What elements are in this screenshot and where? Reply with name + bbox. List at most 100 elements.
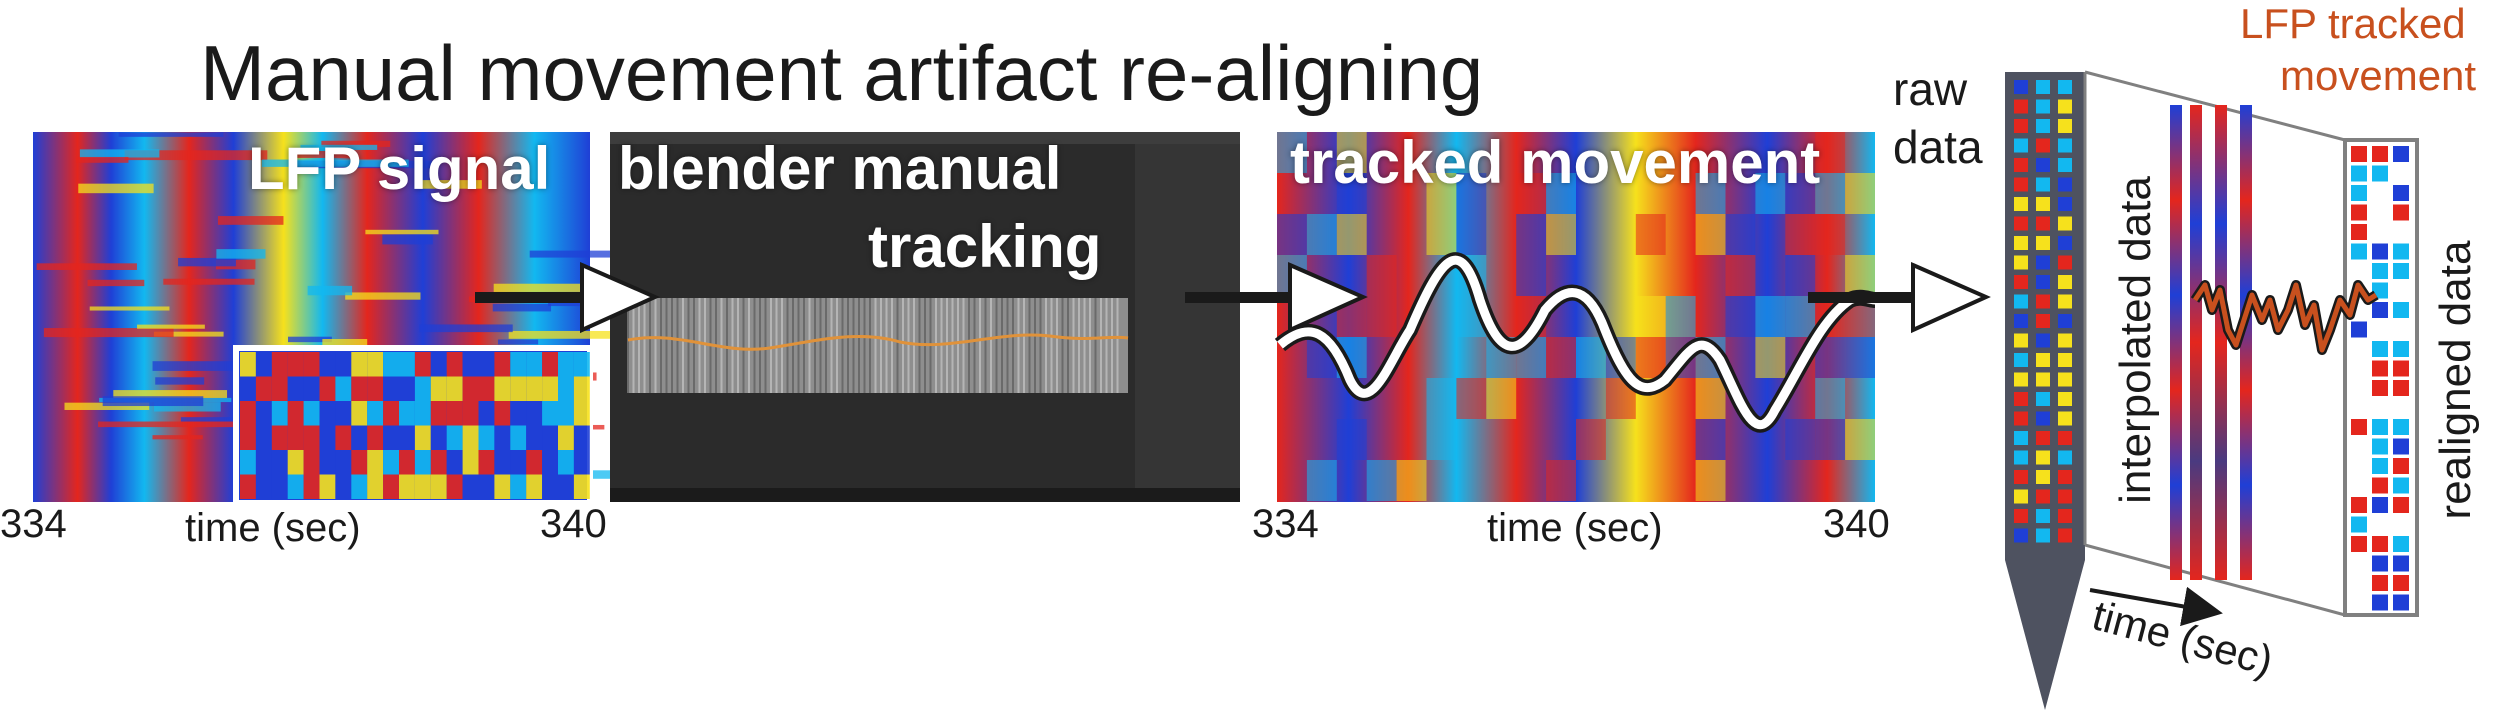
lfp-inset-cell — [478, 450, 495, 475]
lfp-inset-cell — [414, 425, 431, 450]
tracked-cell — [1426, 173, 1457, 214]
lfp-inset-cell — [367, 425, 384, 450]
lfp-inset-cell — [526, 474, 543, 499]
lfp-stripe — [102, 396, 204, 407]
interp-column-2 — [2190, 105, 2202, 580]
lfp-inset-cell — [383, 425, 399, 450]
raw-data-cell — [2036, 489, 2050, 504]
tracked-cell — [1426, 378, 1457, 419]
raw-data-cell — [2058, 333, 2072, 348]
tracked-cell — [1785, 214, 1816, 255]
realigned-data-cell — [2351, 146, 2367, 162]
realigned-data-cell — [2372, 419, 2388, 435]
raw-data-cell — [2058, 177, 2072, 192]
tracked-cell — [1725, 214, 1756, 255]
lfp-inset-cell — [446, 474, 463, 499]
lfp-inset-cell — [430, 450, 447, 475]
realigned-data-cell — [2351, 497, 2367, 513]
lfp-stripe — [321, 140, 391, 147]
tracked-cell — [1546, 173, 1576, 214]
lfp-inset-cell — [573, 401, 590, 426]
blender-topbar — [610, 132, 1240, 144]
lfp-inset-cell — [303, 474, 320, 499]
lfp-inset-cell — [255, 376, 272, 401]
tracked-cell — [1546, 337, 1576, 378]
tracked-cell — [1576, 419, 1606, 460]
tracked-cell — [1845, 337, 1875, 378]
tracked-cell — [1456, 378, 1487, 419]
raw-data-cell — [2058, 372, 2072, 387]
lfp-stripe — [152, 361, 289, 371]
lfp-stripe — [419, 324, 513, 333]
lfp-inset-cell — [240, 474, 256, 499]
lfp-inset-cell — [319, 474, 336, 499]
figure-title: Manual movement artifact re-aligning — [200, 29, 1484, 117]
lfp-inset-cell — [542, 425, 558, 450]
realigned-data-cell — [2351, 204, 2367, 221]
raw-data-cell — [2058, 411, 2072, 426]
lfp-stripe — [497, 339, 539, 345]
lfp-inset-cell — [271, 425, 288, 450]
raw-data-cell — [2036, 450, 2050, 465]
realigned-data-cell — [2393, 555, 2409, 572]
raw-data-cell — [2058, 119, 2072, 133]
realigned-data-cell — [2393, 341, 2409, 357]
lfp-inset-cell — [351, 401, 368, 426]
raw-data-cell — [2014, 314, 2028, 328]
raw-data-cell — [2014, 528, 2028, 543]
raw-data-cell — [2036, 372, 2050, 387]
raw-data-cell — [2036, 392, 2050, 406]
lfp-inset-cell — [462, 401, 479, 426]
lfp-inset-cell — [558, 425, 574, 450]
tracked-cell — [1426, 419, 1457, 460]
raw-data-cell — [2036, 255, 2050, 270]
lfp-inset-cell — [240, 376, 256, 401]
lfp-inset-cell — [573, 352, 590, 377]
lfp-inset-cell — [319, 352, 336, 377]
lfp-inset-cell — [303, 450, 320, 475]
realigned-data-cell — [2393, 243, 2409, 260]
raw-data-cell — [2036, 158, 2050, 172]
tracked-cell — [1366, 296, 1397, 337]
raw-data-label-line2: data — [1893, 121, 1983, 173]
tracked-cell — [1336, 132, 1367, 173]
lfp-inset-cell — [542, 401, 558, 426]
tracked-cell — [1516, 214, 1547, 255]
lfp-inset-cell — [510, 425, 527, 450]
raw-data-cell — [2036, 353, 2050, 367]
lfp-inset-cell — [478, 401, 495, 426]
realigned-data-cell — [2372, 302, 2388, 318]
lfp-inset-cell — [494, 450, 511, 475]
realigned-data-cell — [2393, 497, 2409, 513]
tracked-cell — [1785, 255, 1816, 296]
tracked-cell — [1785, 173, 1816, 214]
arrow-2-shaft — [1185, 292, 1295, 303]
raw-data-cell — [2014, 80, 2028, 94]
raw-data-cell — [2058, 470, 2072, 484]
lfp-stripe — [419, 180, 482, 189]
tracked-stripes — [1277, 132, 1875, 501]
realigned-data-cell — [2372, 594, 2388, 611]
realigned-data-cell — [2393, 204, 2409, 221]
tracked-cell — [1815, 132, 1846, 173]
lfp-axis-start: 334 — [0, 502, 67, 546]
lfp-inset-cell — [303, 401, 320, 426]
lfp-inset-cell — [462, 352, 479, 377]
lfp-inset-cell — [240, 401, 256, 426]
lfp-stripe — [118, 132, 224, 137]
raw-data-cell — [2058, 138, 2072, 153]
blender-properties-panel — [1135, 144, 1240, 502]
realigned-data-cell — [2393, 594, 2409, 611]
lfp-inset-cell — [287, 474, 304, 499]
tracked-axis-end: 340 — [1823, 502, 1890, 546]
lfp-inset-cell — [414, 401, 431, 426]
lfp-inset-cell — [399, 376, 415, 401]
lfp-inset-cell — [255, 352, 272, 377]
realigned-data-cell — [2393, 575, 2409, 591]
realigned-data-cell — [2393, 419, 2409, 435]
raw-data-cell — [2058, 450, 2072, 465]
lfp-stripe — [79, 149, 160, 158]
realigned-data-cell — [2372, 477, 2388, 494]
realigned-data-cell — [2393, 438, 2409, 455]
lfp-inset-cell — [351, 376, 368, 401]
